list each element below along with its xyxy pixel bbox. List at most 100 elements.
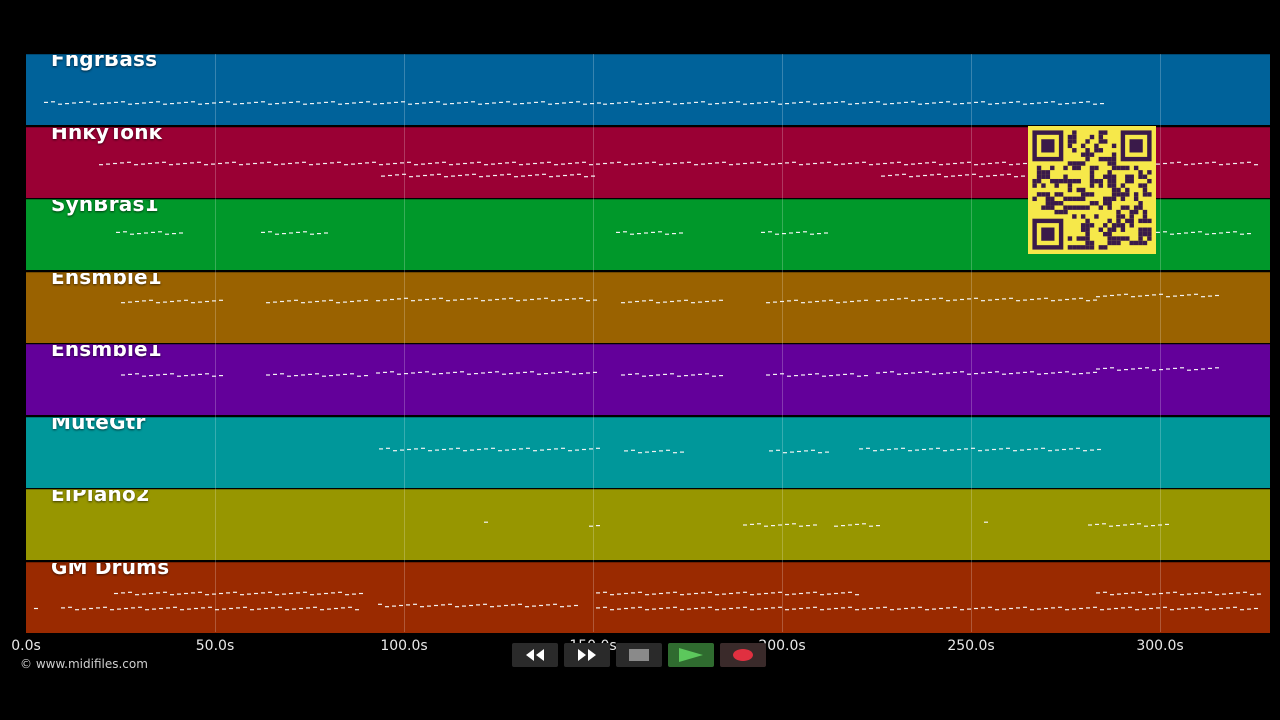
fast-forward-button[interactable] [564, 643, 610, 667]
qr-module [1080, 236, 1086, 241]
qr-module [1045, 201, 1051, 206]
qr-module [1098, 130, 1104, 135]
track-lanes: FngrBass HnkyTonk SynBras1 Ensmble1 Ensm… [26, 54, 1270, 633]
qr-module [1111, 156, 1117, 162]
qr-module [1125, 205, 1130, 210]
qr-module [1067, 236, 1073, 241]
qr-module [1041, 227, 1055, 241]
qr-module [1080, 223, 1086, 228]
time-tick: 300.0s [1136, 638, 1184, 654]
qr-module [1120, 205, 1126, 210]
qr-module [1089, 240, 1095, 246]
qr-module [1138, 174, 1143, 179]
qr-module [1045, 205, 1051, 210]
qr-module [1107, 236, 1112, 241]
track-label: ElPiano2 [51, 489, 151, 506]
record-button[interactable] [720, 643, 766, 667]
qr-module [1107, 240, 1112, 246]
qr-module [1111, 165, 1117, 171]
qr-module [1080, 161, 1086, 166]
qr-module [1054, 183, 1059, 188]
qr-module [1129, 214, 1134, 219]
qr-module [1050, 201, 1055, 206]
qr-module [1080, 227, 1086, 232]
gridline [1160, 54, 1161, 632]
qr-module [1072, 165, 1077, 171]
qr-module [1142, 227, 1148, 232]
qr-module [1138, 227, 1143, 232]
track-lane-mutegtr[interactable]: MuteGtr [26, 416, 1270, 488]
qr-module [1111, 152, 1117, 157]
qr-module [1085, 227, 1090, 232]
qr-module [1041, 205, 1046, 210]
qr-module [1138, 236, 1143, 241]
qr-module [1125, 218, 1130, 224]
qr-module [1147, 231, 1152, 237]
qr-module [1072, 139, 1077, 144]
play-button[interactable] [668, 643, 714, 667]
qr-module [1063, 209, 1068, 215]
qr-module [1067, 143, 1073, 149]
qr-module [1133, 240, 1139, 246]
qr-module [1085, 156, 1090, 162]
qr-module [1125, 178, 1130, 184]
qr-module [1080, 245, 1086, 250]
qr-module [1085, 218, 1090, 224]
qr-module [1067, 245, 1073, 250]
qr-module [1098, 178, 1104, 184]
qr-module [1138, 205, 1143, 210]
qr-module [1080, 196, 1086, 202]
qr-module [1080, 214, 1086, 219]
qr-module [1058, 192, 1064, 197]
track-notes [121, 293, 1219, 303]
qr-module [1147, 218, 1152, 224]
qr-module [1142, 231, 1148, 237]
track-lane-gm-drums[interactable]: GM Drums [26, 561, 1270, 633]
qr-module [1072, 148, 1077, 153]
qr-module [1138, 170, 1143, 175]
track-lane-ensmble1-a[interactable]: Ensmble1 [26, 271, 1270, 343]
track-notes [116, 231, 1251, 235]
qr-module [1041, 192, 1046, 197]
qr-module [1089, 178, 1095, 184]
qr-module [1094, 148, 1099, 153]
qr-module [1116, 214, 1121, 219]
qr-module [1129, 209, 1134, 215]
qr-module [1147, 170, 1152, 175]
stop-button[interactable] [616, 643, 662, 667]
track-lane-elpiano2[interactable]: ElPiano2 [26, 489, 1270, 560]
play-icon [679, 648, 703, 662]
qr-module [1076, 165, 1081, 171]
qr-module [1036, 174, 1042, 179]
track-label: GM Drums [51, 561, 170, 579]
qr-module [1089, 245, 1095, 250]
copyright-text: © www.midifiles.com [20, 657, 148, 671]
qr-module [1067, 134, 1073, 140]
qr-module [1133, 209, 1139, 215]
qr-module [1085, 223, 1090, 228]
qr-module [1138, 183, 1143, 188]
qr-module [1098, 139, 1104, 144]
qr-module [1036, 178, 1042, 184]
qr-module [1129, 223, 1134, 228]
qr-module [1067, 161, 1073, 166]
qr-module [1142, 214, 1148, 219]
qr-module [1116, 187, 1121, 193]
qr-module [1098, 205, 1104, 210]
qr-module [1111, 178, 1117, 184]
qr-module [1085, 245, 1090, 250]
rewind-button[interactable] [512, 643, 558, 667]
qr-module [1111, 196, 1117, 202]
qr-module [1089, 174, 1095, 179]
qr-module [1142, 174, 1148, 179]
qr-module [1080, 143, 1086, 149]
track-lane-ensmble1-b[interactable]: Ensmble1 [26, 344, 1270, 415]
qr-module [1107, 156, 1112, 162]
qr-module [1045, 174, 1051, 179]
qr-module [1041, 170, 1046, 175]
qr-module [1063, 205, 1068, 210]
track-lane-fngrbass[interactable]: FngrBass [26, 54, 1270, 125]
qr-module [1133, 165, 1139, 171]
qr-module [1041, 183, 1046, 188]
qr-module [1103, 174, 1108, 179]
